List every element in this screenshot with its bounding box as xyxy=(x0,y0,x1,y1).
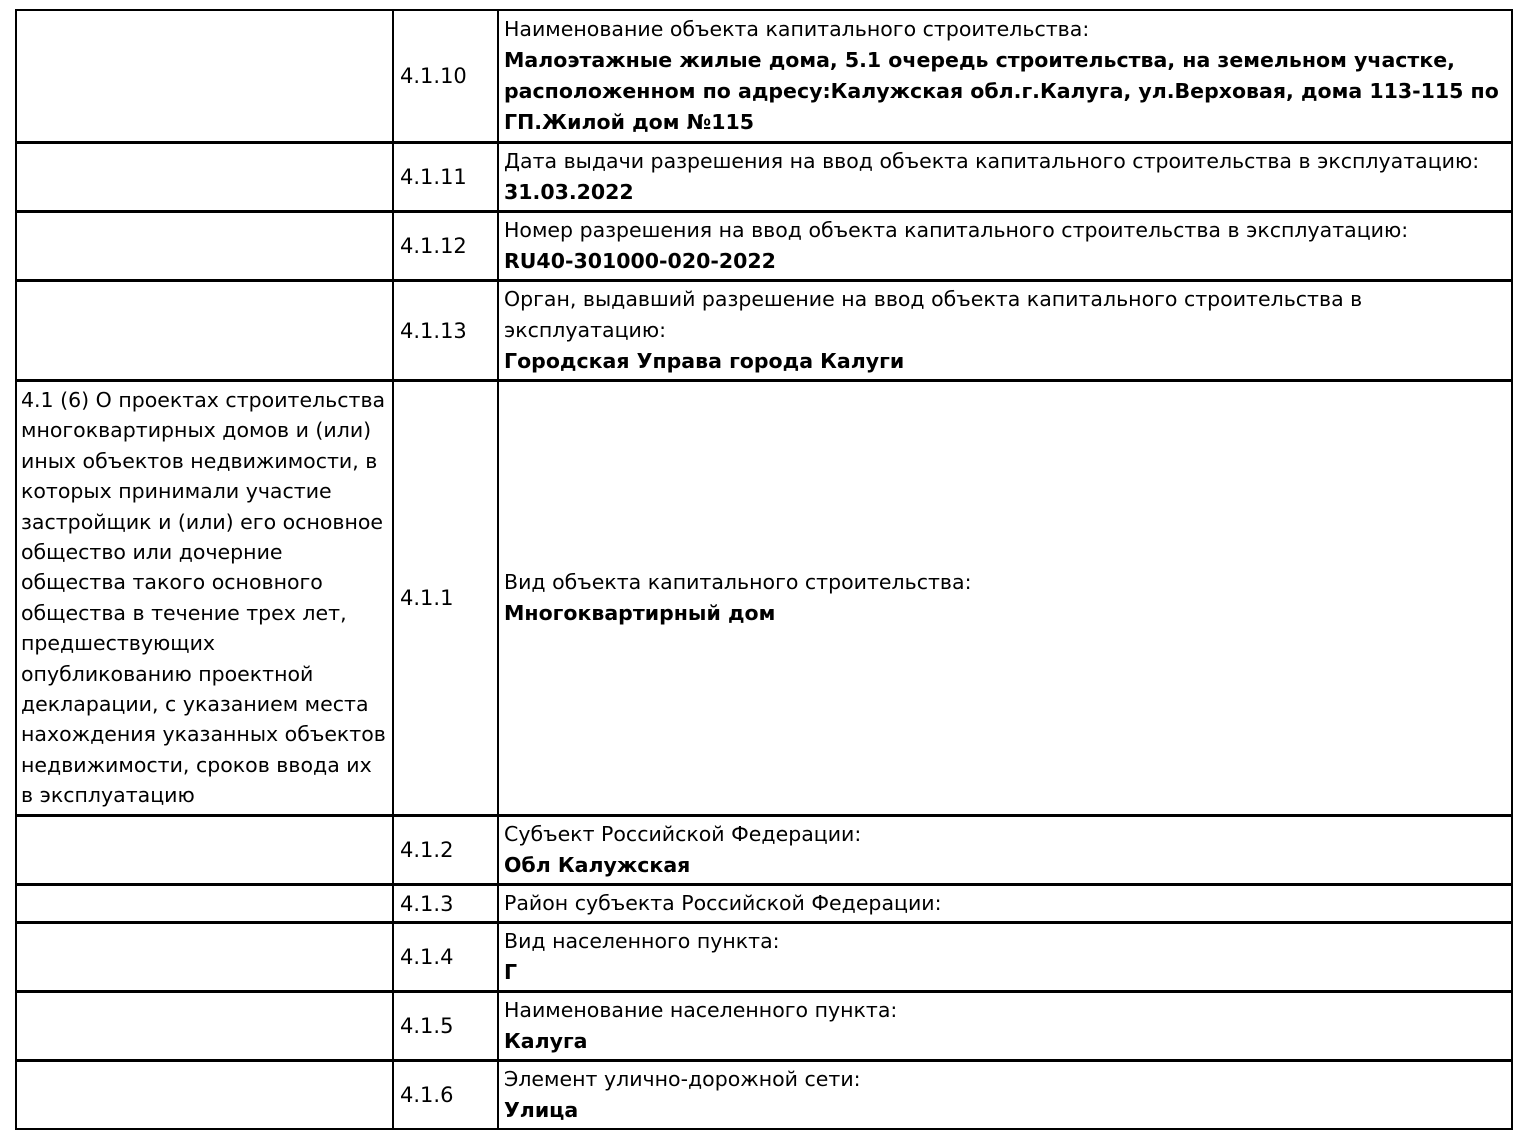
field-label: Номер разрешения на ввод объекта капитал… xyxy=(504,218,1409,242)
row-content: Субъект Российской Федерации: Обл Калужс… xyxy=(497,817,1511,883)
section-cell xyxy=(17,924,392,990)
row-code: 4.1.1 xyxy=(392,382,497,814)
table-row: 4.1.3 Район субъекта Российской Федераци… xyxy=(17,883,1511,921)
row-content: Вид населенного пункта: Г xyxy=(497,924,1511,990)
table-row: 4.1.4 Вид населенного пункта: Г xyxy=(17,921,1511,990)
section-cell xyxy=(17,11,392,141)
field-label: Дата выдачи разрешения на ввод объекта к… xyxy=(504,149,1480,173)
row-content: Элемент улично-дорожной сети: Улица xyxy=(497,1062,1511,1128)
field-value: Многоквартирный дом xyxy=(504,601,776,625)
row-code: 4.1.11 xyxy=(392,144,497,210)
row-code: 4.1.12 xyxy=(392,213,497,279)
declaration-table: 4.1.10 Наименование объекта капитального… xyxy=(15,9,1513,1130)
field-value: Улица xyxy=(504,1098,579,1122)
row-code: 4.1.3 xyxy=(392,886,497,921)
row-code: 4.1.2 xyxy=(392,817,497,883)
row-code: 4.1.13 xyxy=(392,282,497,379)
row-code: 4.1.6 xyxy=(392,1062,497,1128)
section-cell xyxy=(17,993,392,1059)
section-cell xyxy=(17,817,392,883)
table-row: 4.1.2 Субъект Российской Федерации: Обл … xyxy=(17,814,1511,883)
field-value: 31.03.2022 xyxy=(504,180,634,204)
field-label: Орган, выдавший разрешение на ввод объек… xyxy=(504,287,1363,342)
table-row: 4.1.12 Номер разрешения на ввод объекта … xyxy=(17,210,1511,279)
row-content: Район субъекта Российской Федерации: xyxy=(497,886,1511,921)
section-cell xyxy=(17,282,392,379)
section-cell xyxy=(17,213,392,279)
field-value: Г xyxy=(504,960,518,984)
row-content: Вид объекта капитального строительства: … xyxy=(497,382,1511,814)
field-value: Обл Калужская xyxy=(504,853,691,877)
field-label: Наименование объекта капитального строит… xyxy=(504,17,1090,41)
field-label: Район субъекта Российской Федерации: xyxy=(504,891,942,915)
table-row: 4.1.5 Наименование населенного пункта: К… xyxy=(17,990,1511,1059)
table-row: 4.1.11 Дата выдачи разрешения на ввод об… xyxy=(17,141,1511,210)
field-label: Наименование населенного пункта: xyxy=(504,998,898,1022)
section-cell xyxy=(17,1062,392,1128)
section-cell xyxy=(17,886,392,921)
field-value: Городская Управа города Калуги xyxy=(504,349,905,373)
row-content: Номер разрешения на ввод объекта капитал… xyxy=(497,213,1511,279)
table-row: 4.1 (6) О проектах строительства многокв… xyxy=(17,379,1511,814)
row-code: 4.1.10 xyxy=(392,11,497,141)
field-label: Вид населенного пункта: xyxy=(504,929,780,953)
row-content: Наименование населенного пункта: Калуга xyxy=(497,993,1511,1059)
field-label: Вид объекта капитального строительства: xyxy=(504,570,972,594)
row-code: 4.1.5 xyxy=(392,993,497,1059)
field-value: Малоэтажные жилые дома, 5.1 очередь стро… xyxy=(504,48,1499,134)
field-value: RU40-301000-020-2022 xyxy=(504,249,776,273)
section-label: 4.1 (6) О проектах строительства многокв… xyxy=(21,388,386,808)
field-value: Калуга xyxy=(504,1029,588,1053)
table-row: 4.1.13 Орган, выдавший разрешение на вво… xyxy=(17,279,1511,379)
table-row: 4.1.10 Наименование объекта капитального… xyxy=(17,11,1511,141)
row-content: Орган, выдавший разрешение на ввод объек… xyxy=(497,282,1511,379)
table-row: 4.1.6 Элемент улично-дорожной сети: Улиц… xyxy=(17,1059,1511,1128)
row-code: 4.1.4 xyxy=(392,924,497,990)
row-content: Наименование объекта капитального строит… xyxy=(497,11,1511,141)
row-content: Дата выдачи разрешения на ввод объекта к… xyxy=(497,144,1511,210)
field-label: Субъект Российской Федерации: xyxy=(504,822,862,846)
section-cell xyxy=(17,144,392,210)
